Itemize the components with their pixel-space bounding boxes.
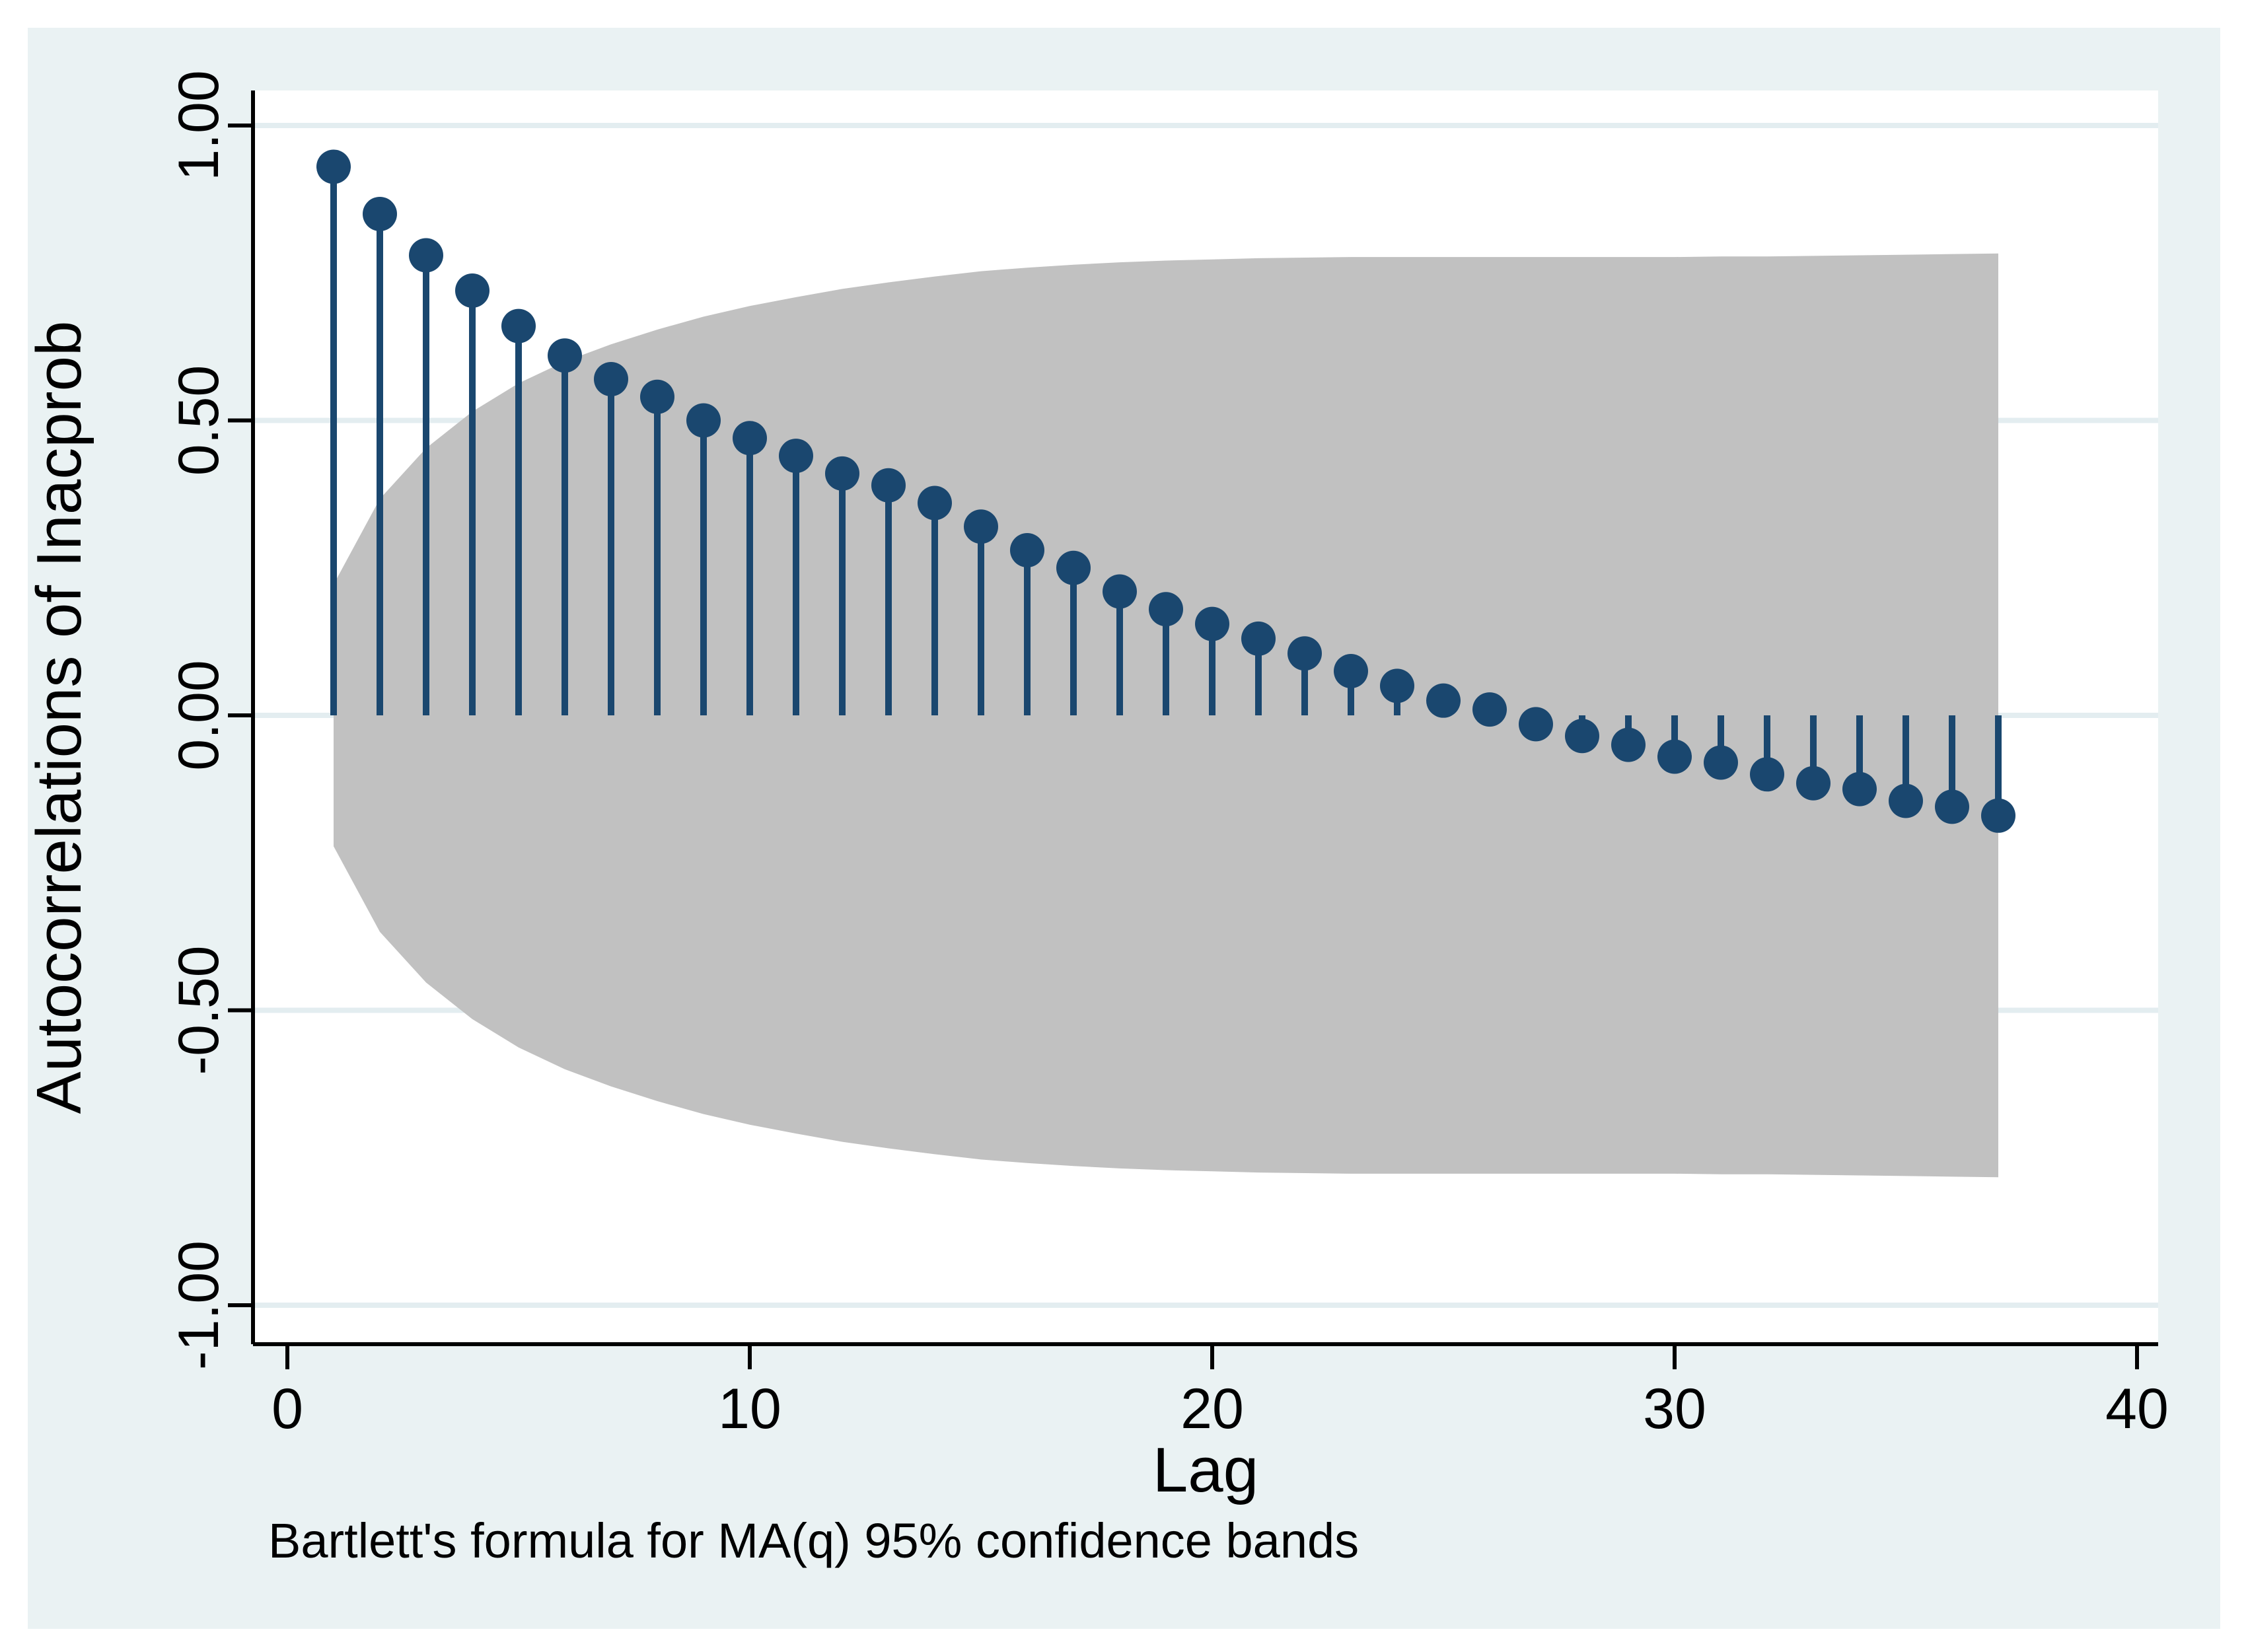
acf-marker — [316, 149, 351, 184]
acf-marker — [1472, 692, 1507, 727]
acf-marker — [964, 509, 998, 544]
axis-layer — [228, 90, 2158, 1369]
acf-marker — [1935, 789, 1969, 824]
acf-marker — [1380, 668, 1414, 703]
acf-marker — [1334, 654, 1368, 689]
tick-label-layer: 1.00 0.50 0.00 -0.50 -1.00 0 10 20 30 40 — [167, 70, 2169, 1441]
acf-marker — [1149, 592, 1183, 627]
x-tick-label: 20 — [1180, 1377, 1244, 1441]
acf-marker — [1426, 683, 1461, 718]
x-tick-label: 30 — [1643, 1377, 1706, 1441]
acf-marker — [686, 403, 721, 438]
acf-marker — [1195, 606, 1229, 641]
acf-stem-layer — [330, 166, 2002, 816]
acf-marker — [1565, 719, 1599, 754]
y-tick-label: 0.50 — [167, 365, 231, 476]
acf-marker — [548, 338, 582, 373]
acf-marker — [640, 379, 674, 414]
acf-marker — [1981, 798, 2015, 833]
acf-marker — [1611, 727, 1646, 762]
acf-marker — [455, 273, 489, 308]
acf-marker — [409, 238, 443, 273]
acf-marker — [501, 308, 536, 343]
acf-marker — [1056, 550, 1091, 585]
acf-marker — [1519, 707, 1553, 742]
acf-marker — [1889, 783, 1923, 818]
acf-marker — [1657, 739, 1692, 774]
x-tick-label: 10 — [718, 1377, 781, 1441]
x-axis-title: Lag — [1153, 1435, 1258, 1505]
x-tick-label: 40 — [2105, 1377, 2169, 1441]
y-tick-label: 0.00 — [167, 660, 231, 770]
acf-marker — [1103, 574, 1137, 609]
acf-marker — [1241, 621, 1276, 656]
acf-marker — [1796, 766, 1831, 801]
acf-marker — [825, 456, 859, 491]
y-axis-title: Autocorrelations of Inacprob — [24, 321, 94, 1114]
acf-marker-layer — [316, 149, 2015, 833]
acf-marker — [918, 485, 952, 521]
acf-marker — [1010, 532, 1044, 567]
y-tick-label: -1.00 — [167, 1240, 231, 1370]
acf-marker — [1842, 772, 1877, 807]
confidence-band-note: Bartlett's formula for MA(q) 95% confide… — [268, 1513, 1359, 1568]
acf-marker — [779, 439, 813, 474]
acf-marker — [733, 421, 767, 456]
y-tick-label: -0.50 — [167, 945, 231, 1075]
acf-marker — [1750, 757, 1784, 792]
acf-marker — [1287, 636, 1322, 671]
x-tick-label: 0 — [272, 1377, 303, 1441]
acf-marker — [363, 196, 397, 231]
acf-marker — [594, 361, 628, 396]
y-tick-label: 1.00 — [167, 70, 231, 180]
acf-marker — [871, 468, 906, 503]
acf-marker — [1704, 745, 1738, 780]
